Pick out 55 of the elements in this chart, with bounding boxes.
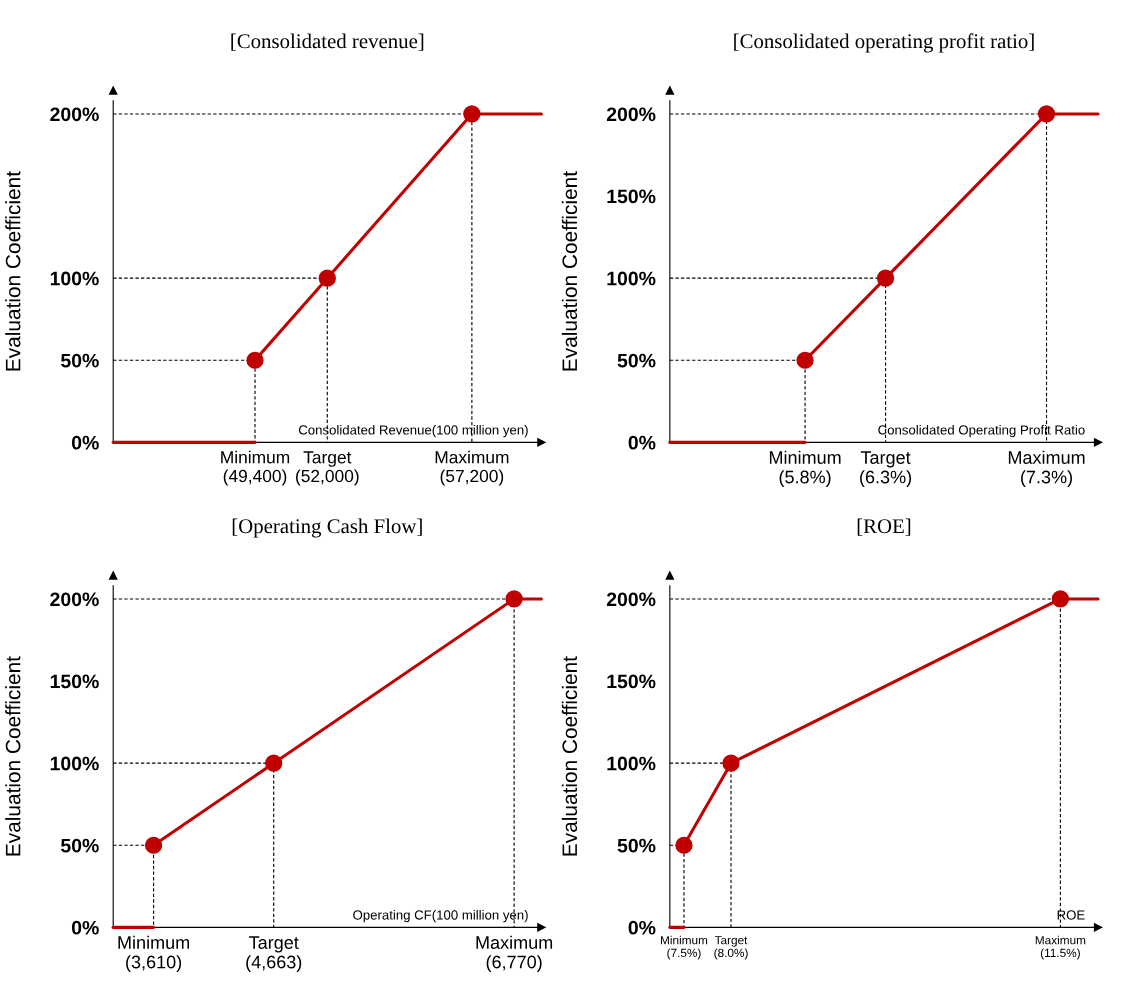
chart-title: [Consolidated operating profit ratio]: [734, 33, 1034, 53]
x-tick-label: Minimum (7.5%): [660, 935, 708, 960]
point: [505, 590, 523, 608]
point: [463, 105, 481, 123]
point: [876, 269, 895, 287]
point: [318, 269, 336, 287]
x-tick-label: Minimum (3,610): [118, 935, 190, 972]
y-tick-label: 50%: [617, 353, 656, 368]
y-tick-label: 150%: [607, 189, 656, 204]
y-tick-label: 200%: [50, 107, 99, 122]
point: [722, 754, 740, 772]
x-tick-label: Target (8.0%): [714, 936, 748, 960]
y-tick-label: 200%: [606, 592, 656, 607]
y-axis-title: Evaluation Coefficient: [561, 171, 578, 371]
x-tick-label: Target (6.3%): [860, 451, 912, 487]
y-tick-label: 100%: [607, 756, 656, 771]
y-axis-title: Evaluation Coefficient: [5, 656, 21, 856]
point: [1037, 105, 1056, 123]
point: [265, 754, 283, 772]
x-tick-label: Maximum (11.5%): [1035, 935, 1086, 960]
y-tick-label: 100%: [607, 271, 656, 286]
y-tick-label: 200%: [606, 107, 656, 122]
x-axis-title: ROE: [1057, 910, 1085, 920]
point: [144, 836, 163, 854]
y-tick-label: 0%: [71, 920, 99, 935]
x-tick-label: Maximum (57,200): [435, 450, 509, 486]
x-tick-label: Maximum (6,770): [476, 935, 553, 972]
y-tick-label: 50%: [60, 353, 99, 368]
y-tick-label: 100%: [50, 756, 99, 771]
point: [1051, 590, 1070, 608]
point: [796, 351, 814, 369]
x-axis-title: Consolidated Revenue(100 million yen): [298, 424, 528, 438]
chart-title: [Consolidated revenue]: [231, 33, 424, 51]
x-axis-title: Operating CF(100 million yen): [353, 909, 528, 923]
x-tick-label: Target (4,663): [246, 936, 302, 972]
y-tick-label: 0%: [628, 920, 656, 935]
x-tick-label: Target (52,000): [296, 451, 359, 486]
y-tick-label: 0%: [628, 435, 656, 450]
y-tick-label: 50%: [617, 838, 656, 853]
y-tick-label: 0%: [71, 435, 99, 450]
chart-title: [Operating Cash Flow]: [232, 518, 422, 538]
y-axis-title: Evaluation Coefficient: [5, 171, 21, 371]
y-tick-label: 100%: [50, 271, 99, 286]
x-tick-label: Minimum (5.8%): [769, 450, 841, 487]
y-tick-label: 200%: [50, 592, 99, 607]
y-axis-title: Evaluation Coefficient: [561, 656, 578, 856]
x-tick-label: Maximum (7.3%): [1008, 450, 1085, 487]
y-tick-label: 50%: [60, 838, 99, 853]
point: [675, 836, 693, 854]
point: [246, 351, 264, 369]
x-tick-label: Minimum (49,400): [221, 450, 290, 486]
y-tick-label: 150%: [607, 674, 656, 689]
chart-title: [ROE]: [857, 518, 911, 536]
x-axis-title: Consolidated Operating Profit Ratio: [878, 424, 1085, 438]
y-tick-label: 150%: [50, 674, 99, 689]
